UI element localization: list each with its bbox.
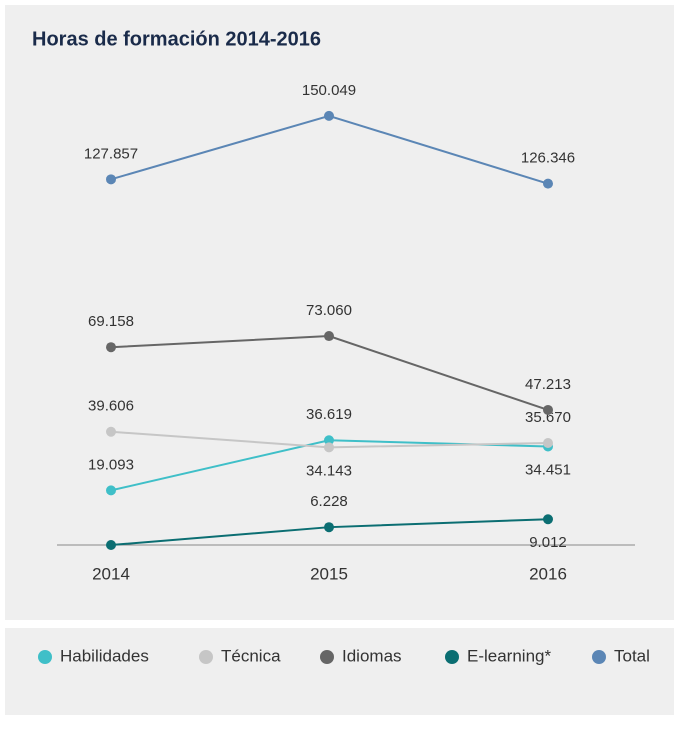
data-point <box>106 174 116 185</box>
data-point <box>324 435 334 446</box>
legend-label: Total <box>614 646 650 665</box>
data-label: 6.228 <box>310 493 348 510</box>
data-point <box>543 178 553 189</box>
data-label: 19.093 <box>88 456 134 473</box>
x-tick-label: 2016 <box>529 564 567 583</box>
legend-marker <box>320 650 334 664</box>
legend-marker <box>445 650 459 664</box>
data-label: 126.346 <box>521 150 575 167</box>
data-point <box>106 342 116 353</box>
data-point <box>324 331 334 342</box>
data-label: 34.451 <box>525 461 571 478</box>
legend-marker <box>592 650 606 664</box>
data-label: 9.012 <box>529 534 567 551</box>
legend-label: Habilidades <box>60 646 149 665</box>
legend-label: Técnica <box>221 646 281 665</box>
data-label: 35.670 <box>525 409 571 426</box>
x-tick-label: 2015 <box>310 564 348 583</box>
data-label: 150.049 <box>302 82 356 99</box>
data-point <box>324 110 334 121</box>
legend-panel <box>5 628 674 715</box>
chart-title: Horas de formación 2014-2016 <box>32 28 321 50</box>
data-point <box>543 404 553 415</box>
legend-label: Idiomas <box>342 646 402 665</box>
data-label: 34.143 <box>306 462 352 479</box>
data-point <box>543 437 553 448</box>
legend-marker <box>38 650 52 664</box>
data-point <box>106 540 116 550</box>
data-label: 69.158 <box>88 313 134 330</box>
legend-marker <box>199 650 213 664</box>
data-point <box>106 485 116 496</box>
data-label: 36.619 <box>306 406 352 423</box>
data-label: 39.606 <box>88 398 134 415</box>
data-label: 47.213 <box>525 376 571 393</box>
data-label: 73.060 <box>306 302 352 319</box>
data-point <box>106 426 116 437</box>
legend-label: E-learning* <box>467 646 551 665</box>
chart-panel <box>5 5 674 620</box>
data-label: 127.857 <box>84 145 138 162</box>
data-point <box>324 442 334 453</box>
data-point <box>543 514 553 525</box>
x-tick-label: 2014 <box>92 564 130 583</box>
data-point <box>324 522 334 533</box>
